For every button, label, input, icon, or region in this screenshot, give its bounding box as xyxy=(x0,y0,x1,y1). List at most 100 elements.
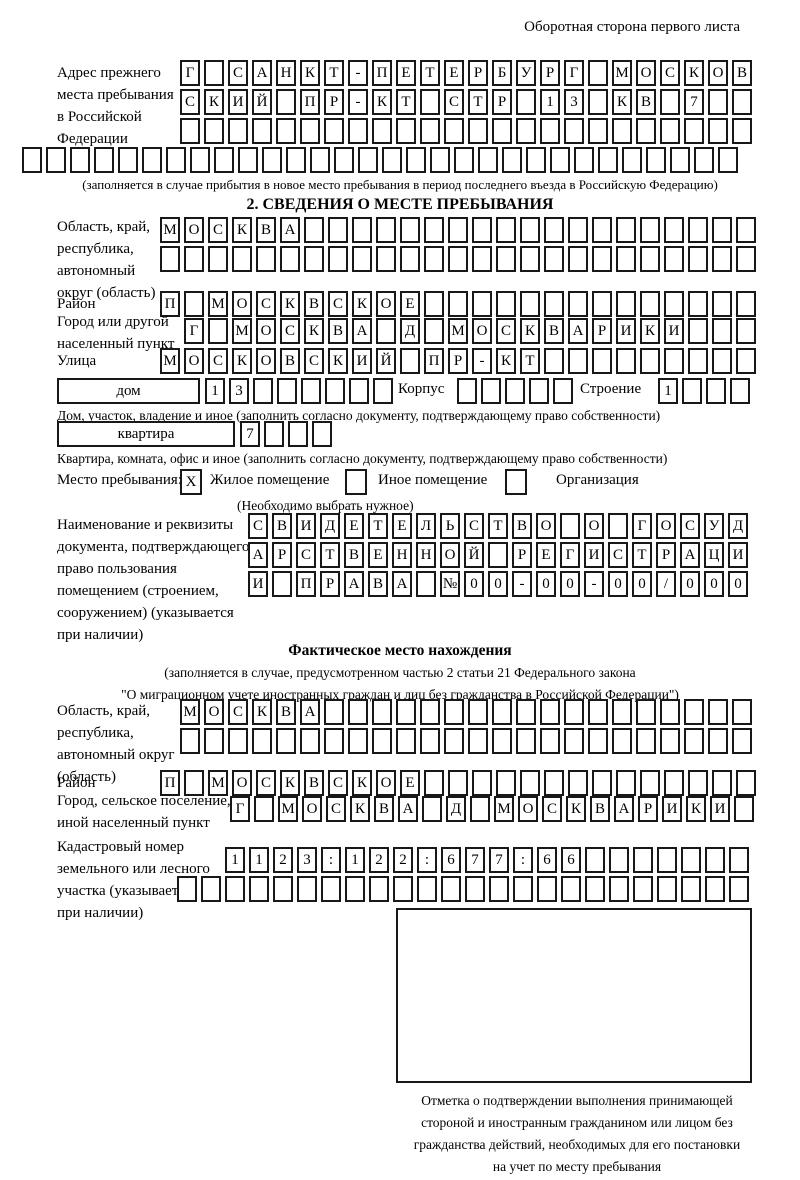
char-cell[interactable]: 2 xyxy=(273,847,293,873)
char-cell[interactable]: А xyxy=(352,318,372,344)
char-cell[interactable] xyxy=(640,217,660,243)
char-cell[interactable]: Е xyxy=(368,542,388,568)
char-cell[interactable]: С xyxy=(464,513,484,539)
char-cell[interactable] xyxy=(272,571,292,597)
char-cell[interactable] xyxy=(712,217,732,243)
char-cell[interactable]: С xyxy=(328,291,348,317)
char-cell[interactable] xyxy=(640,246,660,272)
char-cell[interactable] xyxy=(568,246,588,272)
char-cell[interactable]: 1 xyxy=(205,378,225,404)
char-cell[interactable] xyxy=(454,147,474,173)
char-cell[interactable]: А xyxy=(300,699,320,725)
char-cell[interactable] xyxy=(670,147,690,173)
char-cell[interactable]: А xyxy=(392,571,412,597)
char-cell[interactable]: К xyxy=(640,318,660,344)
char-cell[interactable]: С xyxy=(608,542,628,568)
char-cell[interactable] xyxy=(496,217,516,243)
char-cell[interactable] xyxy=(334,147,354,173)
char-cell[interactable]: : xyxy=(513,847,533,873)
char-cell[interactable] xyxy=(553,378,573,404)
char-cell[interactable] xyxy=(204,728,224,754)
char-cell[interactable] xyxy=(732,89,752,115)
char-cell[interactable] xyxy=(592,291,612,317)
char-cell[interactable] xyxy=(588,118,608,144)
char-cell[interactable]: С xyxy=(280,318,300,344)
char-cell[interactable] xyxy=(396,699,416,725)
char-cell[interactable] xyxy=(310,147,330,173)
char-cell[interactable]: / xyxy=(656,571,676,597)
char-cell[interactable] xyxy=(705,847,725,873)
char-cell[interactable] xyxy=(540,728,560,754)
char-cell[interactable]: К xyxy=(496,348,516,374)
char-cell[interactable] xyxy=(184,246,204,272)
char-cell[interactable]: Р xyxy=(638,796,658,822)
char-cell[interactable] xyxy=(705,876,725,902)
char-cell[interactable] xyxy=(424,217,444,243)
char-cell[interactable] xyxy=(420,89,440,115)
char-cell[interactable] xyxy=(444,118,464,144)
char-cell[interactable] xyxy=(262,147,282,173)
char-cell[interactable]: И xyxy=(616,318,636,344)
char-cell[interactable] xyxy=(352,246,372,272)
char-cell[interactable] xyxy=(264,421,284,447)
char-cell[interactable]: 0 xyxy=(728,571,748,597)
char-cell[interactable]: С xyxy=(496,318,516,344)
char-cell[interactable]: И xyxy=(228,89,248,115)
char-cell[interactable] xyxy=(280,246,300,272)
char-cell[interactable]: К xyxy=(566,796,586,822)
char-cell[interactable] xyxy=(712,770,732,796)
char-cell[interactable] xyxy=(441,876,461,902)
char-cell[interactable] xyxy=(422,796,442,822)
char-cell[interactable] xyxy=(505,378,525,404)
char-cell[interactable]: О xyxy=(184,217,204,243)
char-cell[interactable] xyxy=(424,246,444,272)
char-cell[interactable] xyxy=(472,291,492,317)
char-cell[interactable] xyxy=(396,118,416,144)
char-cell[interactable]: М xyxy=(494,796,514,822)
char-cell[interactable]: О xyxy=(302,796,322,822)
char-cell[interactable] xyxy=(526,147,546,173)
char-cell[interactable] xyxy=(372,118,392,144)
char-cell[interactable]: А xyxy=(248,542,268,568)
char-cell[interactable] xyxy=(444,699,464,725)
char-cell[interactable]: И xyxy=(584,542,604,568)
char-cell[interactable] xyxy=(516,89,536,115)
char-cell[interactable] xyxy=(420,699,440,725)
char-cell[interactable]: О xyxy=(232,770,252,796)
char-cell[interactable] xyxy=(468,728,488,754)
char-cell[interactable] xyxy=(633,876,653,902)
char-cell[interactable] xyxy=(201,876,221,902)
char-cell[interactable] xyxy=(592,348,612,374)
char-cell[interactable] xyxy=(166,147,186,173)
char-cell[interactable] xyxy=(448,770,468,796)
char-cell[interactable] xyxy=(616,770,636,796)
char-cell[interactable] xyxy=(325,378,345,404)
char-cell[interactable] xyxy=(664,291,684,317)
char-cell[interactable]: - xyxy=(472,348,492,374)
char-cell[interactable]: К xyxy=(232,217,252,243)
char-cell[interactable]: В xyxy=(272,513,292,539)
char-cell[interactable] xyxy=(681,876,701,902)
char-cell[interactable]: Б xyxy=(492,60,512,86)
char-cell[interactable]: Й xyxy=(464,542,484,568)
char-cell[interactable]: В xyxy=(368,571,388,597)
char-cell[interactable] xyxy=(252,118,272,144)
char-cell[interactable]: Р xyxy=(592,318,612,344)
char-cell[interactable]: Л xyxy=(416,513,436,539)
char-cell[interactable]: 7 xyxy=(684,89,704,115)
char-cell[interactable] xyxy=(734,796,754,822)
char-cell[interactable]: К xyxy=(328,348,348,374)
char-cell[interactable] xyxy=(204,118,224,144)
char-cell[interactable] xyxy=(46,147,66,173)
char-cell[interactable] xyxy=(688,318,708,344)
char-cell[interactable]: Р xyxy=(468,60,488,86)
char-cell[interactable] xyxy=(276,728,296,754)
char-cell[interactable]: П xyxy=(160,770,180,796)
char-cell[interactable]: Г xyxy=(184,318,204,344)
char-cell[interactable]: М xyxy=(208,291,228,317)
char-cell[interactable] xyxy=(177,876,197,902)
char-cell[interactable] xyxy=(664,348,684,374)
char-cell[interactable]: 1 xyxy=(225,847,245,873)
char-cell[interactable] xyxy=(208,246,228,272)
char-cell[interactable] xyxy=(406,147,426,173)
